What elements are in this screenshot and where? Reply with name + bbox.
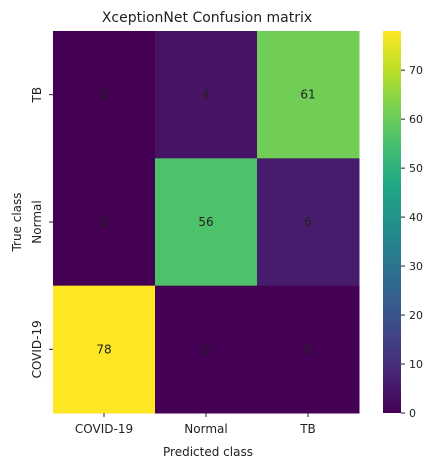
heatmap-cell [257,31,360,159]
heatmap-cell [257,285,360,414]
x-axis-label: Predicted class [163,445,253,459]
heatmap-cell [257,158,360,287]
y-axis-label: True class [10,192,24,252]
cell-value-label: 0 [100,215,108,229]
cell-value-label: 0 [100,88,108,102]
colorbar-tick-label: 20 [409,309,423,322]
y-tick-label: Normal [30,200,44,243]
cell-value-label: 6 [304,215,312,229]
heatmap-cell [155,31,258,159]
y-tick-label: COVID-19 [30,320,44,378]
colorbar-tick-label: 60 [409,113,423,126]
heatmap-cell [53,31,156,159]
cell-value-label: 56 [198,215,213,229]
x-tick-label: COVID-19 [75,422,133,436]
cell-value-label: 78 [96,342,111,356]
colorbar-tick-label: 40 [409,211,423,224]
y-axis-ticks: TB Normal COVID-19 [30,87,53,378]
colorbar-tick-label: 70 [409,64,423,77]
heatmap-cells [53,31,360,414]
colorbar-ticks: 0 10 20 30 40 50 60 70 [401,64,423,420]
colorbar-tick-label: 10 [409,358,423,371]
cell-value-label: 61 [300,88,315,102]
cell-value-label: 4 [202,88,210,102]
heatmap-cell [155,285,258,414]
x-tick-label: TB [299,422,316,436]
y-tick-label: TB [30,87,44,104]
heatmap-cell [53,158,156,287]
colorbar [383,31,401,413]
chart-title: XceptionNet Confusion matrix [102,10,312,26]
colorbar-tick-label: 50 [409,162,423,175]
heatmap-cell-labels: 0 4 61 0 56 6 78 0 0 [96,88,315,357]
cell-value-label: 0 [202,342,210,356]
heatmap-cell [155,158,258,287]
x-tick-label: Normal [184,422,227,436]
cell-value-label: 0 [304,342,312,356]
heatmap-cell [53,285,156,414]
colorbar-tick-label: 0 [409,407,416,420]
colorbar-tick-label: 30 [409,260,423,273]
x-axis-ticks: COVID-19 Normal TB [75,412,316,436]
